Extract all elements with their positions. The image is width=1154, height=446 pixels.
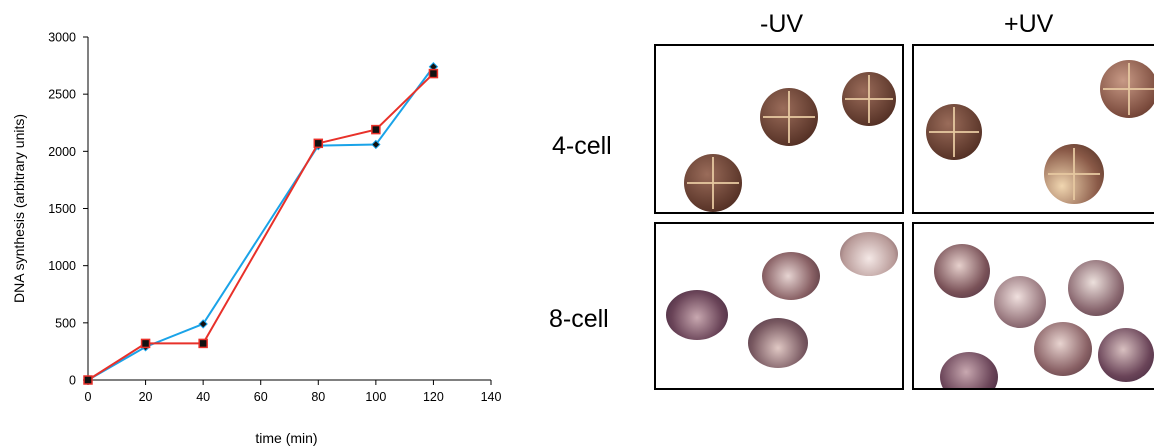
embryo (842, 72, 896, 126)
embryo (748, 318, 808, 368)
embryo (1100, 60, 1154, 118)
series-1-point (313, 138, 324, 149)
y-axis-title: DNA synthesis (arbitrary units) (11, 114, 27, 303)
y-tick-label: 0 (69, 374, 76, 388)
embryo (1098, 328, 1154, 382)
x-tick-label: 140 (481, 390, 502, 404)
embryo (666, 290, 728, 340)
photo-4cell-minus-uv (654, 44, 904, 214)
y-tick-label: 2000 (48, 145, 76, 159)
y-tick-label: 2500 (48, 88, 76, 102)
col-label-minus-uv: -UV (760, 10, 804, 38)
x-tick-label: 120 (423, 390, 444, 404)
series-0-point (198, 319, 208, 329)
series-1-point (140, 338, 151, 349)
x-tick-label: 60 (254, 390, 268, 404)
x-tick-label: 40 (196, 390, 210, 404)
embryo (1044, 144, 1104, 204)
x-axis-title: time (min) (255, 430, 317, 446)
embryo (840, 232, 898, 276)
embryo (926, 104, 982, 160)
y-tick-label: 1000 (48, 259, 76, 273)
y-tick-label: 1500 (48, 202, 76, 216)
series-1-point (371, 124, 381, 135)
embryo (684, 154, 742, 212)
x-tick-label: 20 (139, 390, 153, 404)
embryo (934, 244, 990, 298)
chart-series (83, 62, 439, 385)
embryo (760, 88, 818, 146)
row-label-8-cell: 8-cell (549, 305, 609, 333)
series-1-point (83, 375, 93, 385)
photo-8cell-plus-uv (912, 222, 1154, 390)
embryo (1034, 322, 1092, 376)
x-tick-label: 100 (365, 390, 386, 404)
series-1-line (87, 72, 435, 381)
embryo (762, 252, 820, 300)
x-tick-label: 0 (85, 390, 92, 404)
series-0-line (87, 66, 435, 381)
embryo (1068, 260, 1124, 316)
dna-synthesis-chart: 0 500 1000 1500 2000 2500 3000 0 20 40 60 80 100 120 1… (11, 31, 501, 446)
chart-axes (87, 37, 491, 381)
y-tick-label: 3000 (48, 31, 76, 45)
x-tick-label: 80 (311, 390, 325, 404)
series-0-point (371, 139, 381, 150)
col-label-plus-uv: +UV (1004, 10, 1054, 38)
row-label-4-cell: 4-cell (552, 132, 612, 160)
embryo (994, 276, 1046, 328)
series-1-point (428, 68, 439, 79)
y-tick-label: 500 (55, 316, 76, 330)
photo-4cell-plus-uv (912, 44, 1154, 214)
embryo (940, 352, 998, 388)
chart-ticks: 0 500 1000 1500 2000 2500 3000 0 20 40 60 80 100 120 1… (48, 31, 501, 405)
series-1-point (198, 338, 208, 349)
photo-8cell-minus-uv (654, 222, 904, 390)
